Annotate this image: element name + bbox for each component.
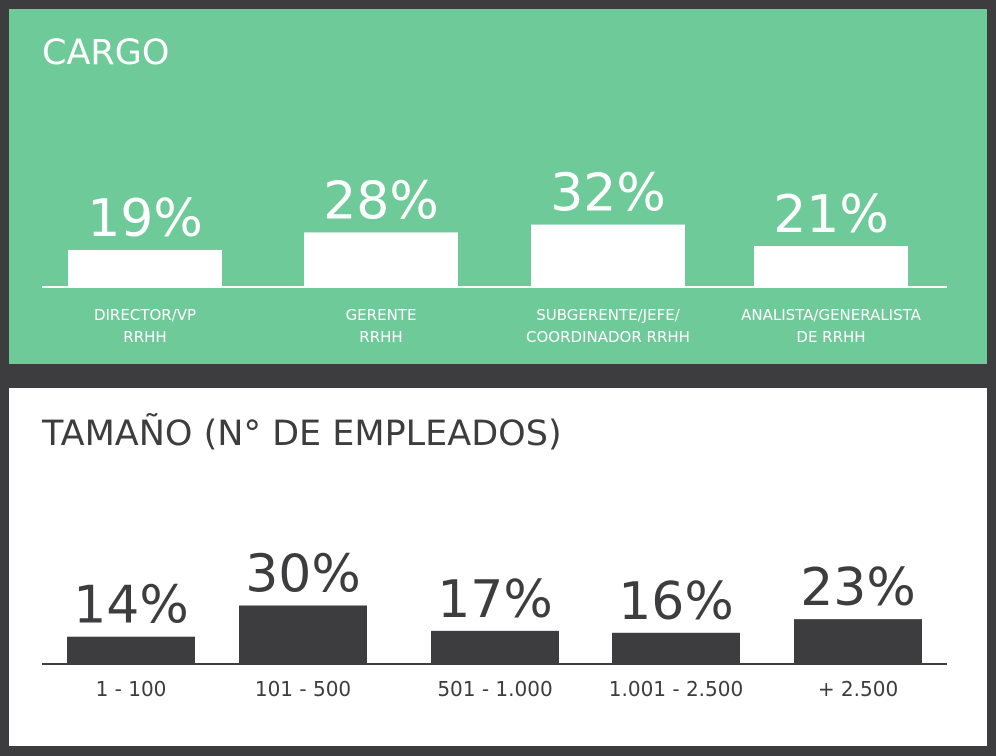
- cargo-chart: 19% 28% 32% 21%: [42, 164, 947, 288]
- category-label: 101 - 500: [254, 677, 352, 701]
- bar-value-label: 23%: [800, 558, 916, 618]
- bar: [531, 224, 685, 287]
- bar-value-label: 21%: [773, 185, 889, 245]
- category-label: SUBGERENTE/JEFE/ COORDINADOR RRHH: [526, 306, 690, 346]
- category-label: 1.001 - 2.500: [608, 677, 744, 701]
- bar: [67, 636, 195, 664]
- bar: [68, 249, 222, 287]
- category-label: + 2.500: [817, 677, 899, 701]
- tamano-title: TAMAÑO (N° DE EMPLEADOS): [42, 414, 562, 454]
- bar-value-label: 30%: [245, 545, 361, 605]
- tamano-panel: TAMAÑO (N° DE EMPLEADOS) 14% 30% 17% 16% 23%…: [9, 388, 987, 746]
- bar: [612, 632, 740, 664]
- category-label: 1 - 100: [95, 677, 167, 701]
- bar-value-label: 17%: [437, 570, 553, 630]
- bar: [754, 246, 908, 287]
- cargo-title: CARGO: [42, 33, 170, 73]
- bar: [794, 619, 922, 664]
- category-label: ANALISTA/GENERALISTA DE RRHH: [741, 306, 921, 346]
- category-label: GERENTE RRHH: [345, 306, 417, 346]
- category-label: DIRECTOR/VP RRHH: [93, 306, 197, 346]
- bar: [431, 630, 559, 664]
- bar-value-label: 14%: [73, 576, 189, 636]
- cargo-panel: CARGO 19% 28% 32% 21% DIRECTOR/VP RRHH GEREN…: [9, 9, 987, 364]
- category-label: 501 - 1.000: [437, 677, 553, 701]
- bar-value-label: 28%: [323, 171, 439, 231]
- bar: [239, 605, 367, 664]
- bar-value-label: 32%: [550, 164, 666, 224]
- tamano-chart: 14% 30% 17% 16% 23%: [42, 545, 947, 665]
- bar-value-label: 16%: [618, 572, 734, 632]
- bar: [304, 232, 458, 287]
- bar-value-label: 19%: [87, 189, 203, 249]
